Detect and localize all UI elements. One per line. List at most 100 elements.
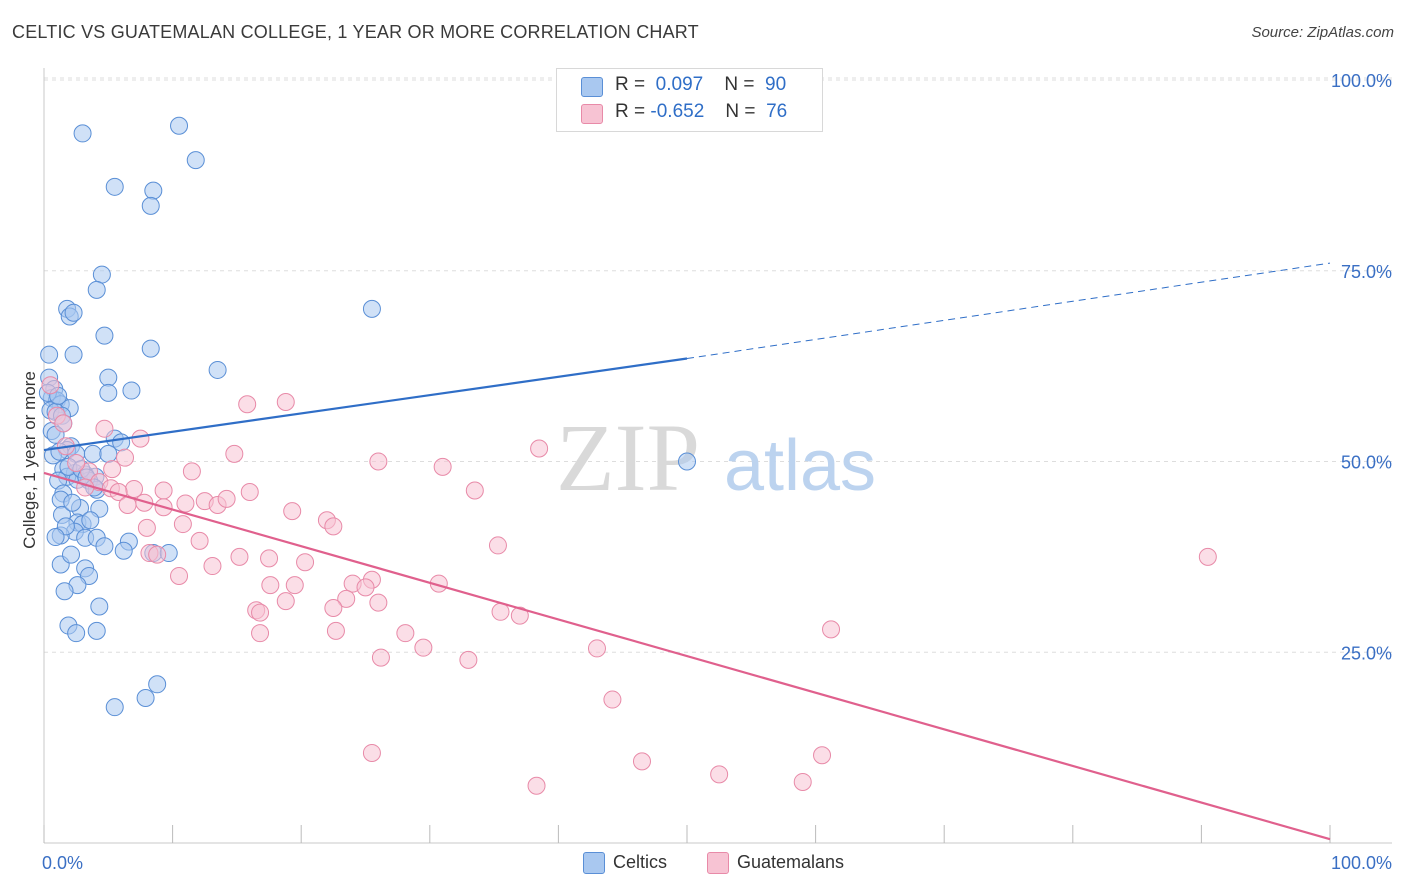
guatemalan-point: [190, 531, 209, 550]
watermark: ZIP atlas: [556, 404, 876, 511]
guatemalan-point: [95, 419, 114, 438]
celtic-point: [46, 528, 65, 547]
guatemalan-point: [530, 439, 549, 458]
guatemalan-point: [137, 518, 156, 537]
guatemalan-point: [527, 776, 546, 795]
celtic-point: [122, 381, 141, 400]
guatemalan-point: [324, 517, 343, 536]
guatemalan-point: [632, 752, 651, 771]
guatemalan-point: [488, 536, 507, 555]
guatemalan-point: [217, 489, 236, 508]
celtic-point: [64, 345, 83, 364]
guatemalan-point: [170, 566, 189, 585]
guatemalan-point: [173, 515, 192, 534]
legend-swatch-guatemalans: [581, 104, 603, 124]
guatemalan-point: [135, 493, 154, 512]
guatemalan-point: [283, 502, 302, 521]
guatemalan-point: [491, 602, 510, 621]
guatemalan-point: [154, 481, 173, 500]
guatemalan-point: [414, 638, 433, 657]
guatemalan-point: [459, 650, 478, 669]
celtic-point: [148, 675, 167, 694]
celtic-point: [87, 621, 106, 640]
guatemalan-point: [41, 376, 60, 395]
celtic-point: [208, 360, 227, 379]
x-tick-label-100: 100.0%: [1331, 853, 1392, 873]
guatemalan-point: [238, 395, 257, 414]
guatemalan-point: [369, 452, 388, 471]
guatemalan-point: [326, 621, 345, 640]
guatemalan-point: [182, 462, 201, 481]
y-tick-label-25: 25.0%: [1341, 643, 1392, 663]
legend-r-value: 0.097: [655, 74, 704, 95]
tick-labels: 25.0% 50.0% 75.0% 100.0% 0.0% 100.0%: [42, 71, 1392, 873]
guatemalan-point: [285, 576, 304, 595]
y-tick-label-75: 75.0%: [1341, 262, 1392, 282]
celtic-point: [186, 151, 205, 170]
celtic-point: [55, 582, 74, 601]
guatemalan-point: [261, 576, 280, 595]
guatemalan-point: [324, 598, 343, 617]
legend-n-label: N =: [724, 74, 755, 95]
celtic-point: [83, 444, 102, 463]
guatemalan-point: [813, 746, 832, 765]
legend-n-label: N =: [725, 101, 756, 122]
guatemalan-point: [356, 578, 375, 597]
guatemalan-point: [710, 765, 729, 784]
celtic-point: [99, 444, 118, 463]
celtic-trend-extension: [686, 262, 1331, 359]
watermark-atlas: atlas: [724, 426, 876, 506]
celtic-point: [99, 368, 118, 387]
bottom-legend-label-celtics: Celtics: [613, 852, 668, 872]
celtic-point: [95, 326, 114, 345]
guatemalan-point: [230, 547, 249, 566]
celtic-point: [73, 124, 92, 143]
guatemalan-point: [103, 460, 122, 479]
celtic-point: [114, 541, 133, 560]
guatemalan-point: [148, 545, 167, 564]
guatemalan-point: [296, 553, 315, 572]
legend-swatch-celtics: [581, 77, 603, 97]
celtic-point: [67, 624, 86, 643]
guatemalan-point: [276, 392, 295, 411]
trend-lines: [43, 262, 1331, 841]
celtic-point: [63, 493, 82, 512]
legend-n-value: 90: [765, 74, 787, 95]
y-tick-label-50: 50.0%: [1341, 453, 1392, 473]
guatemalan-point: [337, 589, 356, 608]
guatemalan-point: [603, 690, 622, 709]
guatemalan-point: [793, 772, 812, 791]
celtic-point: [64, 303, 83, 322]
guatemalan-point: [67, 454, 86, 473]
guatemalan-point: [251, 603, 270, 622]
guatemalan-point: [396, 624, 415, 643]
guatemalan-point: [131, 429, 150, 448]
grid-lines: [44, 77, 1392, 653]
chart-title: CELTIC VS GUATEMALAN COLLEGE, 1 YEAR OR …: [12, 22, 699, 42]
guatemalan-point: [225, 444, 244, 463]
guatemalan-point: [251, 624, 270, 643]
x-tick-label-0: 0.0%: [42, 853, 83, 873]
correlation-legend: R = 0.097 N = 90 R = -0.652 N = 76: [556, 68, 823, 132]
legend-n-value: 76: [766, 101, 788, 122]
celtic-point: [144, 181, 163, 200]
axes: [43, 68, 1392, 844]
watermark-zip: ZIP: [556, 404, 700, 511]
legend-r-label: R =: [615, 101, 646, 122]
celtic-point: [92, 265, 111, 284]
celtic-point: [105, 698, 124, 717]
guatemalan-point: [433, 457, 452, 476]
guatemalan-point: [54, 414, 73, 433]
guatemalan-point: [371, 648, 390, 667]
guatemalan-point: [240, 483, 259, 502]
celtic-point: [136, 689, 155, 708]
celtic-point: [99, 383, 118, 402]
guatemalan-point: [369, 593, 388, 612]
guatemalan-point: [1198, 547, 1217, 566]
guatemalan-point: [587, 639, 606, 658]
guatemalan-point: [176, 494, 195, 513]
guatemalan-point: [276, 592, 295, 611]
celtic-point: [90, 597, 109, 616]
celtic-point: [170, 116, 189, 135]
celtic-point: [141, 196, 160, 215]
